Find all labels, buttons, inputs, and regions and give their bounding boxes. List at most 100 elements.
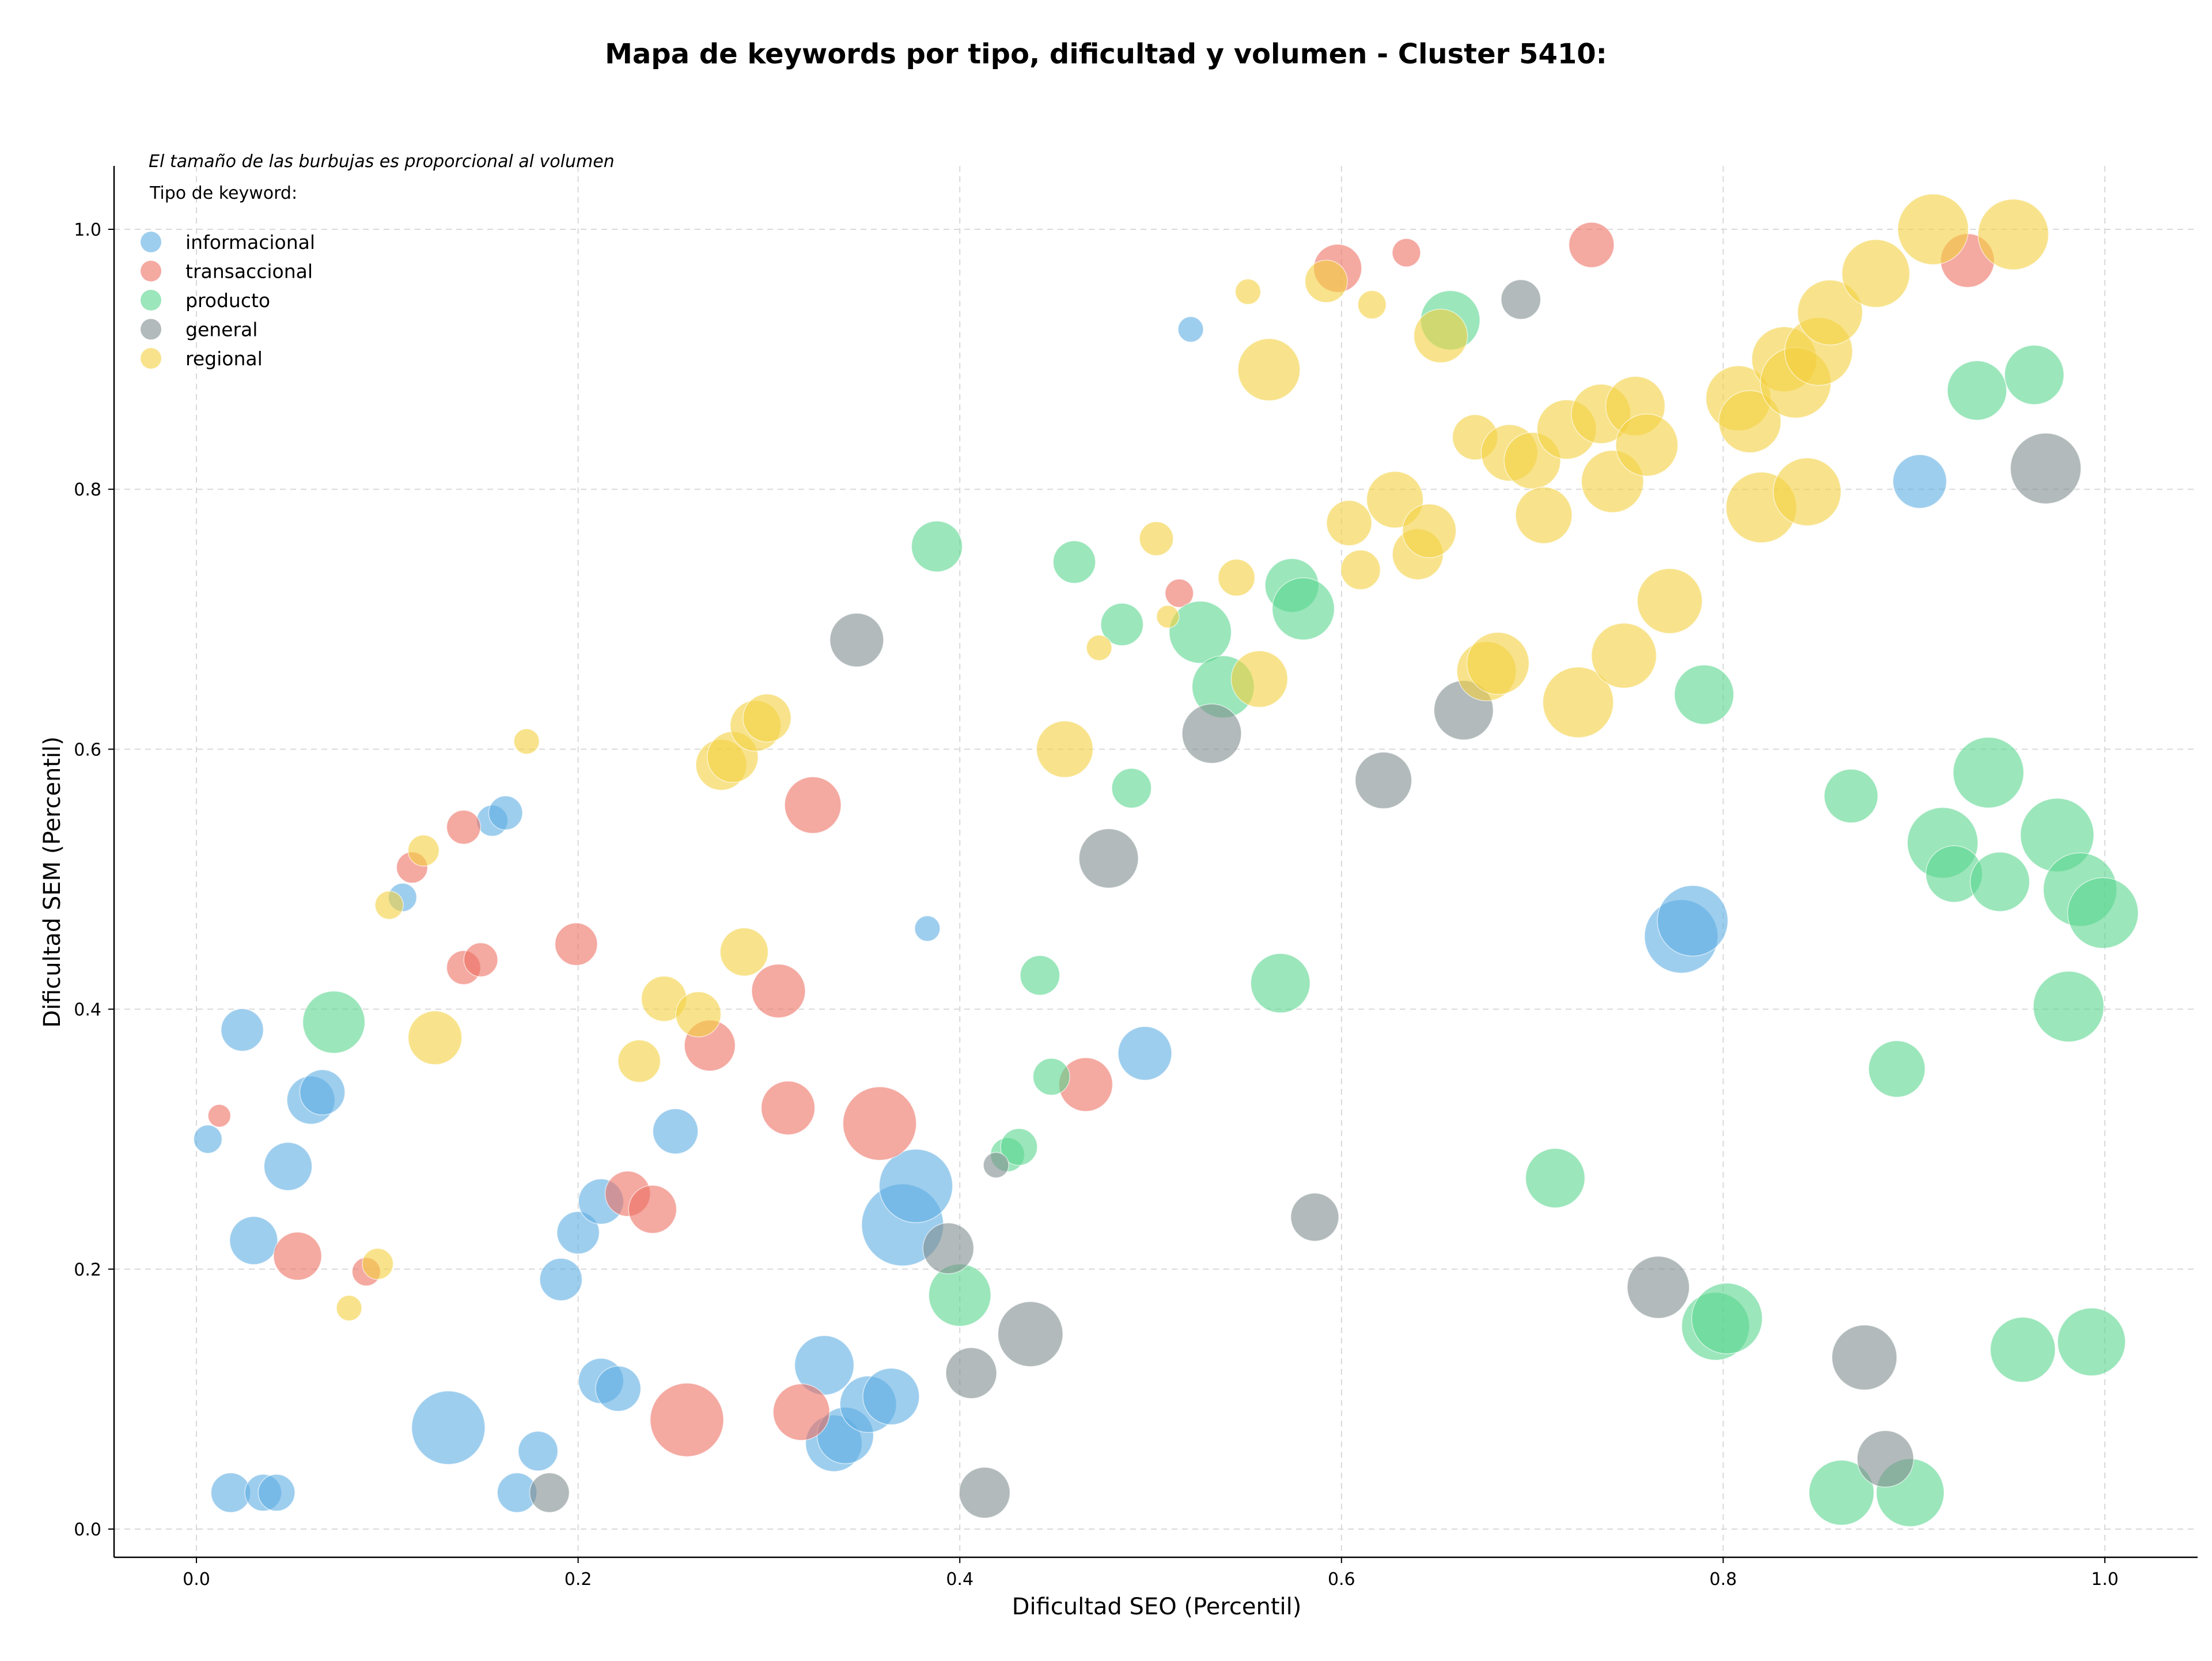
- bubble-transaccional: [1568, 222, 1615, 268]
- bubble-transaccional: [649, 1383, 724, 1457]
- bubble-transaccional: [554, 922, 598, 966]
- y-tick-label: 0.6: [74, 740, 101, 760]
- bubble-producto: [1111, 768, 1152, 809]
- bubble-general: [1831, 1325, 1897, 1391]
- bubble-regional: [1217, 559, 1256, 597]
- bubble-informacional: [299, 1069, 346, 1115]
- bubble-regional: [1841, 239, 1910, 308]
- y-tick-label: 0.4: [74, 1000, 101, 1020]
- bubble-transaccional: [751, 963, 806, 1019]
- bubble-informacional: [221, 1008, 264, 1052]
- y-tick-label: 0.8: [74, 480, 101, 500]
- bubble-regional: [513, 728, 540, 755]
- legend-label-regional: regional: [185, 347, 263, 370]
- bubble-general: [1501, 279, 1541, 320]
- bubble-regional: [407, 834, 440, 867]
- bubble-general: [945, 1347, 997, 1399]
- bubble-transaccional: [784, 776, 842, 834]
- legend-label-transaccional: transaccional: [185, 260, 313, 283]
- bubble-regional: [1772, 457, 1842, 527]
- bubble-transaccional: [446, 809, 481, 845]
- bubble-regional: [1413, 308, 1468, 364]
- bubble-informacional: [1892, 454, 1947, 509]
- legend-label-producto: producto: [185, 289, 270, 312]
- bubble-informacional: [229, 1216, 278, 1265]
- legend: informacional transaccional producto genera…: [141, 231, 315, 370]
- bubble-transaccional: [628, 1185, 677, 1234]
- bubble-producto: [1250, 953, 1310, 1013]
- bubble-transaccional: [772, 1383, 830, 1441]
- bubble-producto: [302, 990, 366, 1054]
- bubble-transaccional: [842, 1086, 917, 1161]
- bubble-producto: [1020, 955, 1060, 996]
- bubble-producto: [1100, 603, 1144, 646]
- bubble-producto: [1674, 664, 1734, 725]
- bubble-producto: [1168, 600, 1232, 664]
- x-tick-label: 1.0: [2091, 1569, 2119, 1590]
- bubble-informacional: [517, 1431, 559, 1471]
- bubble-informacional: [488, 795, 523, 831]
- bubble-regional: [1637, 568, 1703, 634]
- bubble-informacional: [1177, 316, 1204, 343]
- bubble-general: [983, 1152, 1009, 1179]
- bubble-producto: [1824, 769, 1878, 823]
- legend-marker-informacional: [141, 232, 161, 252]
- bubble-producto: [1946, 360, 2008, 421]
- bubble-general: [922, 1222, 975, 1274]
- x-tick-label: 0.4: [946, 1569, 974, 1590]
- bubble-regional: [743, 693, 791, 743]
- bubble-regional: [1615, 413, 1679, 477]
- legend-marker-producto: [141, 290, 161, 311]
- bubble-general: [997, 1301, 1063, 1367]
- bubble-regional: [1304, 259, 1348, 303]
- bubble-regional: [1234, 278, 1262, 305]
- bubble-regional: [618, 1039, 661, 1083]
- bubble-regional: [1139, 521, 1174, 557]
- bubble-informacional: [652, 1108, 699, 1155]
- bubble-regional: [1402, 504, 1457, 558]
- bubble-regional: [1086, 634, 1112, 661]
- bubble-informacional: [193, 1124, 223, 1154]
- legend-label-informacional: informacional: [185, 231, 315, 253]
- bubble-regional: [719, 927, 769, 977]
- bubble-producto: [1969, 852, 2030, 912]
- bubble-general: [1181, 703, 1242, 764]
- bubble-producto: [1952, 737, 2024, 809]
- bubble-informacional: [1657, 885, 1729, 957]
- y-tick-label: 0.2: [74, 1260, 101, 1280]
- bubble-regional: [1897, 194, 1969, 265]
- bubble-general: [1627, 1255, 1690, 1319]
- bubble-producto: [1691, 1282, 1763, 1354]
- bubble-general: [529, 1472, 570, 1513]
- bubble-producto: [1000, 1128, 1038, 1166]
- bubble-producto: [2067, 877, 2139, 949]
- bubble-transaccional: [1164, 578, 1194, 608]
- bubble-informacional: [878, 1148, 953, 1223]
- bubble-informacional: [411, 1390, 486, 1465]
- bubble-regional: [1977, 199, 2049, 271]
- x-axis-label: Dificultad SEO (Percentil): [1012, 1594, 1302, 1620]
- bubble-informacional: [263, 1142, 313, 1191]
- bubble-transaccional: [463, 942, 498, 978]
- x-tick-label: 0.6: [1328, 1569, 1355, 1590]
- bubble-general: [2010, 433, 2082, 505]
- bubble-regional: [1515, 486, 1573, 544]
- bubble-producto: [1868, 1040, 1926, 1098]
- bubble-regional: [407, 1010, 463, 1065]
- bubble-size-note: El tamaño de las burbujas es proporciona…: [149, 152, 615, 172]
- bubble-regional: [1718, 390, 1782, 453]
- x-tick-label: 0.0: [183, 1569, 210, 1590]
- legend-marker-transaccional: [141, 260, 161, 282]
- bubble-informacional: [595, 1365, 642, 1412]
- bubble-general: [1290, 1193, 1339, 1242]
- bubble-transaccional: [207, 1104, 232, 1127]
- bubble-regional: [1237, 338, 1301, 402]
- bubble-layer: [193, 194, 2139, 1527]
- bubble-regional: [374, 890, 404, 920]
- legend-label-general: general: [185, 319, 257, 341]
- bubble-producto: [928, 1263, 991, 1327]
- bubble-producto: [2004, 345, 2065, 405]
- bubble-regional: [1036, 720, 1094, 778]
- bubble-informacional: [914, 915, 941, 942]
